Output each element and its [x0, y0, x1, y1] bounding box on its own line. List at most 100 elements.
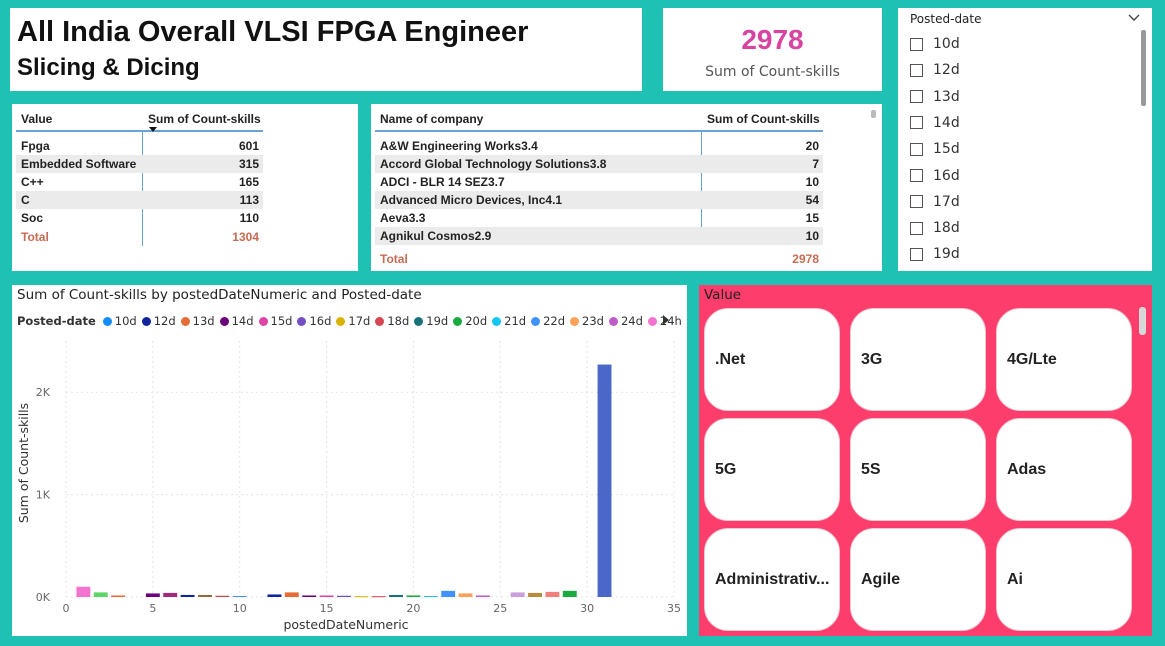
legend-item[interactable]: 22d: [531, 314, 565, 328]
bar: [336, 595, 351, 597]
checkbox[interactable]: [910, 142, 923, 156]
table-row[interactable]: C++ 165: [16, 173, 263, 191]
legend-item[interactable]: 19d: [414, 314, 448, 328]
checkbox[interactable]: [910, 221, 923, 235]
legend-item[interactable]: 13d: [180, 314, 215, 328]
column-divider: [701, 132, 702, 244]
legend-item[interactable]: 15d: [258, 314, 292, 328]
table-row[interactable]: Accord Global Technology Solutions3.8 7: [375, 155, 823, 173]
legend-next-icon[interactable]: [663, 315, 669, 325]
bar: [284, 592, 299, 597]
table-row[interactable]: Fpga 601: [16, 137, 263, 155]
bar: [267, 594, 282, 597]
slicer-item[interactable]: 16d: [910, 166, 960, 186]
table-row[interactable]: A&W Engineering Works3.4 20: [375, 137, 823, 155]
x-tick-label: 15: [320, 602, 334, 615]
tiles-header: Value: [704, 287, 742, 303]
slicer-item[interactable]: 17d: [910, 192, 960, 212]
bar: [145, 593, 160, 597]
legend-swatch: [258, 316, 268, 326]
skills-table: Value Sum of Count-skills Fpga 601 Embedde…: [12, 104, 358, 271]
row-count: 7: [812, 157, 819, 171]
bar: [562, 590, 577, 597]
legend-item[interactable]: 10d: [102, 314, 137, 328]
value-tile[interactable]: 5G: [704, 418, 840, 521]
value-tile[interactable]: Administrativ...: [704, 528, 840, 631]
value-tile[interactable]: 3G: [850, 308, 986, 411]
value-tile[interactable]: Adas: [996, 418, 1132, 521]
checkbox[interactable]: [910, 90, 923, 104]
legend-label: 12d: [153, 314, 176, 328]
kpi-label: Sum of Count-skills: [705, 64, 840, 80]
column-header-company[interactable]: Name of company: [380, 112, 484, 126]
bar: [597, 364, 612, 597]
table-row[interactable]: Agnikul Cosmos2.9 10: [375, 227, 823, 245]
checkbox[interactable]: [910, 37, 923, 51]
value-tile[interactable]: 4G/Lte: [996, 308, 1132, 411]
value-tile[interactable]: .Net: [704, 308, 840, 411]
bar-chart-panel: 0 5 10 15 20 25 30 35 0K 1K 2K postedDateNumeric Sum…: [12, 285, 687, 636]
table-row[interactable]: Aeva3.3 15: [375, 209, 823, 227]
slicer-item[interactable]: 19d: [910, 244, 960, 264]
legend-item[interactable]: 23d: [570, 314, 604, 328]
row-name: A&W Engineering Works3.4: [380, 139, 538, 153]
legend-item[interactable]: 12d: [141, 314, 176, 328]
row-name: Accord Global Technology Solutions3.8: [380, 157, 607, 171]
slicer-item[interactable]: 15d: [910, 139, 960, 159]
slicer-item[interactable]: 18d: [910, 218, 960, 238]
company-table: Name of company Sum of Count-skills A&W …: [371, 104, 882, 271]
legend-item[interactable]: 20d: [453, 314, 487, 328]
column-header-sum[interactable]: Sum of Count-skills: [148, 112, 261, 126]
legend-item[interactable]: 17d: [336, 314, 370, 328]
bar: [180, 594, 195, 597]
legend-label: 22d: [543, 314, 566, 328]
checkbox[interactable]: [910, 63, 923, 77]
table-row[interactable]: ADCI - BLR 14 SEZ3.7 10: [375, 173, 823, 191]
value-tile[interactable]: 5S: [850, 418, 986, 521]
legend-label: 17d: [348, 314, 371, 328]
x-tick-label: 35: [667, 602, 681, 615]
table-row[interactable]: Embedded Software 315: [16, 155, 263, 173]
table-scrollbar[interactable]: [871, 110, 876, 118]
checkbox[interactable]: [910, 247, 923, 261]
legend-swatch: [414, 316, 424, 326]
legend-item[interactable]: 18d: [375, 314, 409, 328]
slicer-item[interactable]: 13d: [910, 87, 960, 107]
row-name: C++: [21, 175, 44, 189]
table-row[interactable]: Advanced Micro Devices, Inc4.1 54: [375, 191, 823, 209]
total-label: Total: [380, 252, 408, 266]
legend-item[interactable]: 21d: [492, 314, 526, 328]
legend-label: 10d: [114, 314, 137, 328]
title-panel: All India Overall VLSI FPGA Engineer Sli…: [10, 8, 642, 91]
legend-swatch: [531, 316, 541, 326]
checkbox[interactable]: [910, 169, 923, 182]
slicer-item-label: 17d: [933, 193, 960, 210]
legend-swatch: [336, 316, 346, 326]
x-tick-label: 30: [580, 602, 594, 615]
legend-item[interactable]: 16d: [297, 314, 331, 328]
value-tile[interactable]: Agile: [850, 528, 986, 631]
table-row[interactable]: C 113: [16, 191, 263, 209]
row-name: Aeva3.3: [380, 211, 426, 225]
slicer-item-label: 14d: [933, 114, 960, 131]
checkbox[interactable]: [910, 195, 923, 209]
legend-item[interactable]: 14d: [219, 314, 254, 328]
checkbox[interactable]: [910, 116, 923, 130]
legend-item[interactable]: 24d: [608, 314, 643, 328]
page-subtitle: Slicing & Dicing: [17, 54, 200, 81]
slicer-scrollbar[interactable]: [1141, 30, 1146, 106]
row-name: Fpga: [21, 139, 50, 153]
slicer-item[interactable]: 12d: [910, 60, 960, 80]
tiles-scrollbar[interactable]: [1139, 307, 1146, 335]
column-header-sum[interactable]: Sum of Count-skills: [707, 112, 820, 126]
legend-label: 18d: [387, 314, 410, 328]
chevron-down-icon[interactable]: [1128, 12, 1140, 22]
slicer-item[interactable]: 10d: [910, 34, 960, 54]
table-row[interactable]: Soc 110: [16, 209, 263, 227]
column-header-value[interactable]: Value: [21, 112, 53, 126]
value-tile[interactable]: Ai: [996, 528, 1132, 631]
bar: [198, 594, 212, 597]
chart-title: Sum of Count-skills by postedDateNumeric…: [17, 287, 422, 303]
slicer-item[interactable]: 14d: [910, 113, 960, 133]
bar: [163, 592, 178, 597]
